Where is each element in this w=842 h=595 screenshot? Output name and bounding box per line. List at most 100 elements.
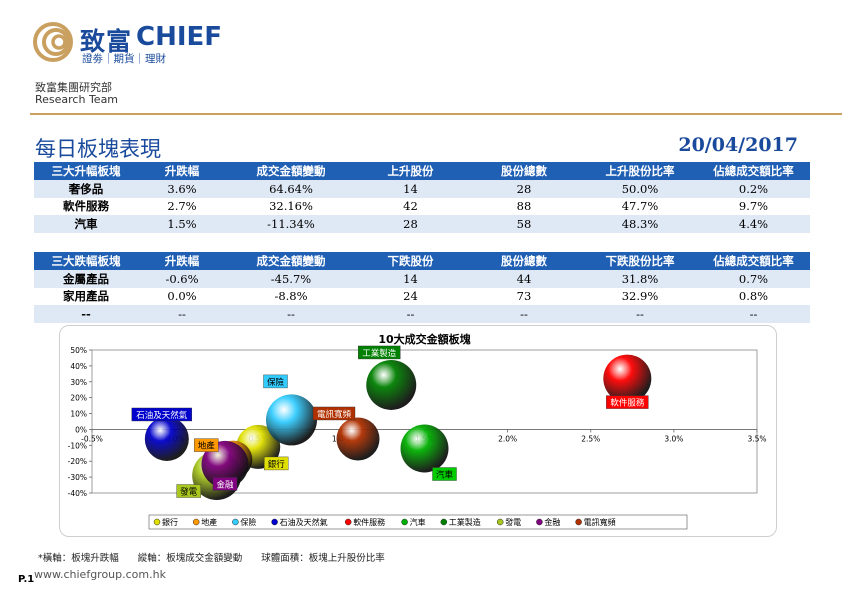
table-cell: 42 xyxy=(403,199,418,214)
table-cell: 24 xyxy=(403,289,418,304)
table-cell: 64.64% xyxy=(226,180,356,198)
legend-marker xyxy=(536,518,543,526)
chart-title: 10大成交金額板塊 xyxy=(378,332,470,346)
legend-marker xyxy=(344,518,352,526)
table-cell: 47.7% xyxy=(621,199,659,214)
bubble-6 xyxy=(400,424,449,473)
bubble-5 xyxy=(603,354,652,403)
table-header-row: 三大升幅板塊 升跌幅 成交金額變動 上升股份 股份總數 上升股份比率 佔總成交額… xyxy=(34,162,810,180)
data-label-box xyxy=(358,345,401,360)
table-cell: 88 xyxy=(516,199,532,214)
legend-entry: 石油及天然氣 xyxy=(280,517,328,527)
table-cell: 14 xyxy=(356,270,465,288)
table-row: 金屬產品 -0.6% -45.7% 14 44 31.8% 0.7% xyxy=(34,270,810,288)
x-tick-label: 3.5% xyxy=(747,434,766,443)
table-row: 汽車 1.5% -11.34% 28 58 48.3% 4.4% xyxy=(34,215,810,233)
logo-subtitle: 證劵｜期貨｜理財 xyxy=(82,53,166,65)
table-cell: 軟件服務 xyxy=(63,199,109,214)
legend-marker xyxy=(192,518,200,526)
website-link[interactable]: www.chiefgroup.com.hk xyxy=(34,568,166,581)
legend-box xyxy=(148,514,688,530)
data-label-box xyxy=(432,467,457,481)
table-cell: 28 xyxy=(356,215,465,233)
table-row: 奢侈品 3.6% 64.64% 14 28 50.0% 0.2% xyxy=(34,180,810,198)
table-row: -- -- -- -- -- -- -- xyxy=(34,305,810,323)
y-tick-label: 10% xyxy=(70,410,87,419)
y-tick-label: 30% xyxy=(70,378,87,387)
table-header-row: 三大跌幅板塊 升跌幅 成交金額變動 下跌股份 股份總數 下跌股份比率 佔總成交額… xyxy=(34,252,810,270)
table-cell: 0.2% xyxy=(697,180,810,198)
chief-logo-icon xyxy=(33,22,73,62)
column-header: 股份總數 xyxy=(465,252,583,270)
table-cell: 48.3% xyxy=(583,215,697,233)
column-header: 下跌股份 xyxy=(356,252,465,270)
data-label: 銀行 xyxy=(268,459,286,470)
table-cell: -- xyxy=(697,305,810,323)
table-cell: 0.8% xyxy=(738,289,769,304)
x-tick-label: 3.0% xyxy=(664,434,683,443)
bubble-10 xyxy=(336,417,380,461)
y-tick-label: -40% xyxy=(68,489,87,498)
data-label: 電訊寬頻 xyxy=(317,409,352,420)
table-cell: 44 xyxy=(465,270,583,288)
data-label: 保險 xyxy=(267,377,285,388)
data-label-box xyxy=(176,484,201,498)
report-date: 20/04/2017 xyxy=(678,134,798,156)
data-label: 軟件服務 xyxy=(610,398,645,409)
table-cell: -- xyxy=(583,305,697,323)
bubble-chart: 10大成交金額板塊 -40% -30% -20% -10% 0% 10% 20% 30% 40% 5… xyxy=(68,332,767,530)
table-cell: 奢侈品 xyxy=(34,180,138,198)
legend-marker xyxy=(496,518,504,526)
table-cell: 0.7% xyxy=(697,270,810,288)
table-cell: 31.8% xyxy=(583,270,697,288)
table-cell: 9.7% xyxy=(738,199,769,214)
legend-entry: 軟件服務 xyxy=(353,517,385,527)
department-english: Research Team xyxy=(35,93,119,106)
table-cell: 58 xyxy=(465,215,583,233)
column-header: 佔總成交額比率 xyxy=(697,252,810,270)
legend-marker xyxy=(153,518,161,526)
legend-entry: 工業製造 xyxy=(449,517,481,527)
table-cell: 3.6% xyxy=(138,180,226,198)
table-cell: 14 xyxy=(356,180,465,198)
logo-chinese: 致富 xyxy=(80,27,133,56)
bubble-7 xyxy=(366,359,417,410)
data-label: 汽車 xyxy=(436,470,454,481)
table-cell: -0.6% xyxy=(138,270,226,288)
legend-marker xyxy=(575,518,582,526)
table-cell: 0.0% xyxy=(167,289,197,304)
top-gainers-table: 三大升幅板塊 升跌幅 成交金額變動 上升股份 股份總數 上升股份比率 佔總成交額… xyxy=(34,162,810,233)
table-cell: 73 xyxy=(516,289,532,304)
header-divider xyxy=(30,113,842,115)
table-cell: -11.34% xyxy=(226,215,356,233)
footnote: *橫軸：板塊升跌幅 縱軸：板塊成交金額變動 球體面積：板塊上升股份比率 xyxy=(38,553,385,564)
table-cell: -- xyxy=(138,305,226,323)
legend-entry: 發電 xyxy=(505,518,521,527)
legend-entry: 銀行 xyxy=(162,517,178,527)
column-header: 成交金額變動 xyxy=(226,162,356,180)
legend-entry: 電訊寬頻 xyxy=(584,517,616,527)
table-cell: 50.0% xyxy=(583,180,697,198)
legend-marker xyxy=(440,518,448,526)
table-cell: 家用產品 xyxy=(63,289,109,304)
department-chinese: 致富集團研究部 xyxy=(35,81,112,94)
column-header: 三大升幅板塊 xyxy=(34,162,138,180)
table-cell: -- xyxy=(465,305,583,323)
bubble-3 xyxy=(266,394,317,446)
column-header: 佔總成交額比率 xyxy=(697,162,810,180)
legend-entry: 保險 xyxy=(240,517,256,527)
legend-entry: 地產 xyxy=(201,517,217,527)
data-label: 工業製造 xyxy=(362,348,397,359)
data-label: 石油及天然氣 xyxy=(136,410,188,421)
y-tick-label: 20% xyxy=(70,394,87,403)
data-label-box xyxy=(263,374,288,389)
y-tick-label: 40% xyxy=(70,362,87,371)
column-header: 升跌幅 xyxy=(138,162,226,180)
data-label: 金融 xyxy=(216,479,234,490)
table-cell: -8.8% xyxy=(274,289,308,304)
page-title: 每日板塊表現 xyxy=(35,137,161,161)
data-label-box xyxy=(606,395,649,409)
data-label-box xyxy=(264,456,289,471)
table-cell: -- xyxy=(34,305,138,323)
column-header: 升跌幅 xyxy=(138,252,226,270)
